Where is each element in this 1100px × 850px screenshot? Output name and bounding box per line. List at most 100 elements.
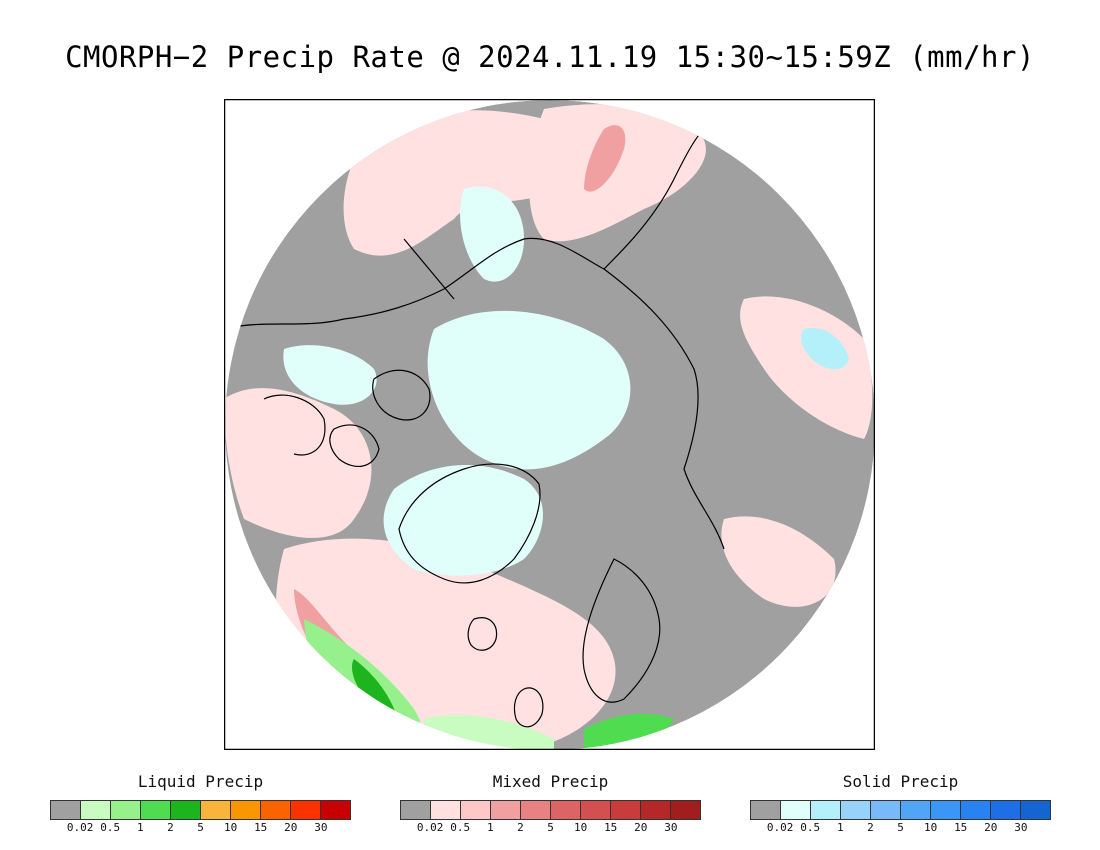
archipelago-coastline <box>372 369 431 421</box>
color-swatch <box>961 801 991 819</box>
coastlines <box>225 128 725 728</box>
scale-label: 5 <box>897 821 904 834</box>
color-swatch <box>581 801 611 819</box>
scale-label: 15 <box>254 821 268 834</box>
color-swatch <box>431 801 461 819</box>
solid-precip-area <box>801 328 849 370</box>
scale-labels: 0.02 0.5 1 2 5 10 15 20 30 <box>750 820 1051 834</box>
color-swatch <box>671 801 700 819</box>
mixed-precip-area <box>740 296 873 439</box>
scale-label: 10 <box>223 821 238 834</box>
color-swatch <box>461 801 491 819</box>
scale-label: 30 <box>1014 821 1028 834</box>
greenland-coastline <box>398 463 541 584</box>
siberia-coastline <box>603 268 725 550</box>
scale-label: 5 <box>547 821 554 834</box>
polar-map <box>224 99 875 750</box>
scale-label: 10 <box>573 821 588 834</box>
color-swatch <box>641 801 671 819</box>
polar-map-canvas <box>224 99 875 750</box>
chukotka-coastline <box>603 128 705 270</box>
scandinavia-coastline <box>582 558 661 703</box>
scale-label: 0.5 <box>100 821 121 834</box>
scale-label: 2 <box>517 821 524 834</box>
liquid-precip-legend: Liquid Precip 0.02 0.5 1 2 5 10 15 20 30 <box>50 772 351 834</box>
scale-label: 0.02 <box>766 821 794 834</box>
mixed-precip-area <box>721 516 836 607</box>
solid-precip-area <box>460 186 524 282</box>
color-scale <box>750 800 1051 820</box>
scale-label: 15 <box>954 821 968 834</box>
scale-label: 5 <box>197 821 204 834</box>
scale-label: 15 <box>604 821 618 834</box>
scale-label: 0.02 <box>416 821 444 834</box>
scale-labels: 0.02 0.5 1 2 5 10 15 20 30 <box>50 820 351 834</box>
color-swatch <box>171 801 201 819</box>
map-title: CMORPH−2 Precip Rate @ 2024.11.19 15:30~… <box>65 40 1035 74</box>
scale-label: 2 <box>867 821 874 834</box>
mixed-precip-area <box>225 388 372 538</box>
solid-precip-area <box>383 465 543 576</box>
scale-label: 2 <box>167 821 174 834</box>
color-swatch <box>141 801 171 819</box>
scale-label: 30 <box>314 821 328 834</box>
scale-label: 20 <box>284 821 298 834</box>
color-swatch <box>81 801 111 819</box>
scale-label: 10 <box>923 821 938 834</box>
color-scale <box>50 800 351 820</box>
scale-label: 0.02 <box>66 821 94 834</box>
solid-precip-area <box>427 310 631 470</box>
north-america-coastline <box>225 288 445 330</box>
alaska-coastline <box>443 237 605 290</box>
solid-precip-area <box>283 345 377 405</box>
legend-title: Liquid Precip <box>137 772 264 791</box>
hudson-bay-coastline <box>263 394 326 456</box>
solid-precip-legend: Solid Precip 0.02 0.5 1 2 5 10 15 20 30 <box>750 772 1051 834</box>
scale-label: 0.5 <box>800 821 821 834</box>
scale-label: 20 <box>634 821 648 834</box>
mixed-precip-area <box>584 125 626 192</box>
legend-title: Solid Precip <box>842 772 959 791</box>
precip-field <box>225 100 875 750</box>
mixed-precip-area <box>343 110 584 256</box>
color-swatch <box>781 801 811 819</box>
scale-label: 1 <box>136 821 144 834</box>
british-isles-coastline <box>513 687 544 728</box>
border-line <box>403 238 455 300</box>
mixed-precip-legend: Mixed Precip 0.02 0.5 1 2 5 10 15 20 30 <box>400 772 701 834</box>
color-swatch <box>261 801 291 819</box>
color-swatch <box>291 801 321 819</box>
scale-label: 1 <box>836 821 844 834</box>
color-swatch <box>751 801 781 819</box>
archipelago-coastline <box>329 424 380 467</box>
liquid-precip-area <box>584 713 674 750</box>
color-swatch <box>871 801 901 819</box>
scale-label: 0.5 <box>450 821 471 834</box>
iceland-coastline <box>467 617 498 651</box>
legend-title: Mixed Precip <box>492 772 609 791</box>
map-border <box>224 99 875 750</box>
color-swatch <box>1021 801 1050 819</box>
color-swatch <box>201 801 231 819</box>
color-scale <box>400 800 701 820</box>
color-swatch <box>51 801 81 819</box>
color-swatch <box>931 801 961 819</box>
color-swatch <box>611 801 641 819</box>
color-swatch <box>841 801 871 819</box>
scale-label: 1 <box>486 821 494 834</box>
mixed-precip-area <box>529 104 706 242</box>
color-swatch <box>491 801 521 819</box>
color-swatch <box>401 801 431 819</box>
color-swatch <box>901 801 931 819</box>
color-swatch <box>111 801 141 819</box>
liquid-precip-area <box>351 659 396 715</box>
color-swatch <box>321 801 350 819</box>
scale-label: 30 <box>664 821 678 834</box>
color-swatch <box>231 801 261 819</box>
color-swatch <box>551 801 581 819</box>
color-swatch <box>991 801 1021 819</box>
color-swatch <box>521 801 551 819</box>
scale-labels: 0.02 0.5 1 2 5 10 15 20 30 <box>400 820 701 834</box>
color-swatch <box>811 801 841 819</box>
scale-label: 20 <box>984 821 998 834</box>
